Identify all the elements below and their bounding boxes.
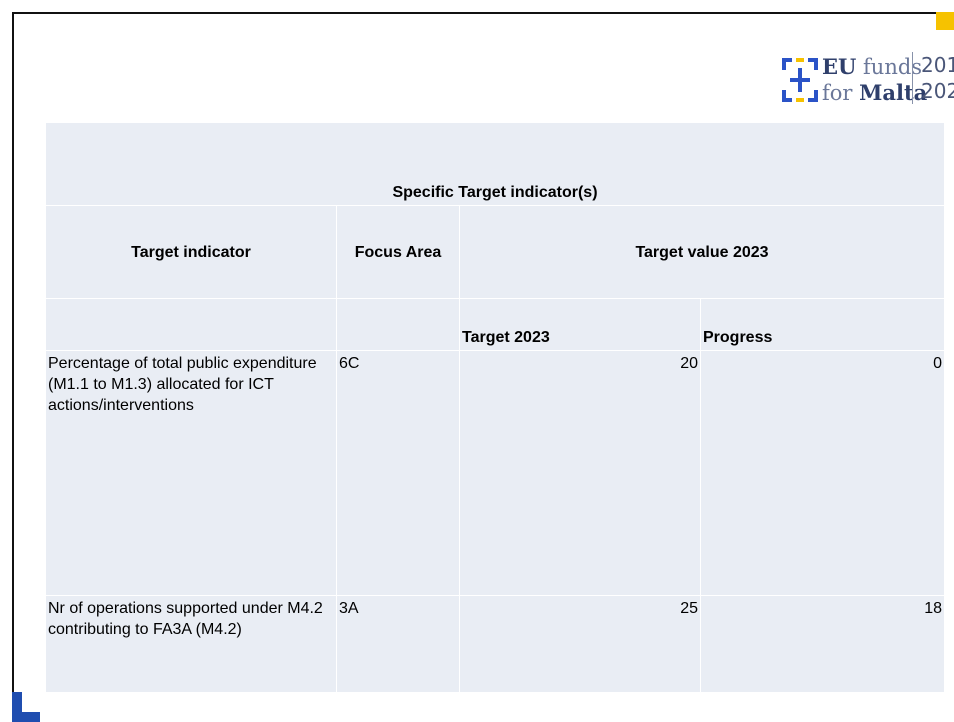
indicator-cell: Nr of operations supported under M4.2 co…	[45, 595, 337, 693]
focus-cell: 3A	[336, 595, 460, 693]
header-cell: Target indicator	[45, 205, 337, 299]
logo-eu: EU	[822, 54, 857, 79]
table-title: Specific Target indicator(s)	[45, 122, 945, 206]
header-cell: Focus Area	[336, 205, 460, 299]
logo-line2: for Malta	[822, 80, 927, 105]
focus-cell: 6C	[336, 350, 460, 596]
year-start: 2014	[921, 53, 954, 77]
target-cell: 25	[459, 595, 701, 693]
logo: EU funds for Malta 20142020	[782, 52, 954, 108]
corner-logo	[12, 692, 40, 722]
empty-cell	[336, 298, 460, 351]
logo-malta: Malta	[859, 80, 928, 105]
empty-cell	[45, 298, 337, 351]
subheader-cell: Progress	[700, 298, 945, 351]
progress-cell: 18	[700, 595, 945, 693]
target-cell: 20	[459, 350, 701, 596]
corner-accent	[936, 12, 954, 30]
progress-cell: 0	[700, 350, 945, 596]
logo-years: 20142020	[912, 52, 954, 104]
logo-line1: EU funds	[822, 54, 922, 79]
logo-for: for	[822, 81, 853, 105]
logo-icon	[782, 58, 818, 102]
header-cell: Target value 2023	[459, 205, 945, 299]
year-end: 2020	[921, 79, 954, 103]
indicator-table: Specific Target indicator(s) Target indi…	[45, 122, 945, 693]
subheader-cell: Target 2023	[459, 298, 701, 351]
slide-frame	[12, 12, 954, 722]
indicator-cell: Percentage of total public expenditure (…	[45, 350, 337, 596]
